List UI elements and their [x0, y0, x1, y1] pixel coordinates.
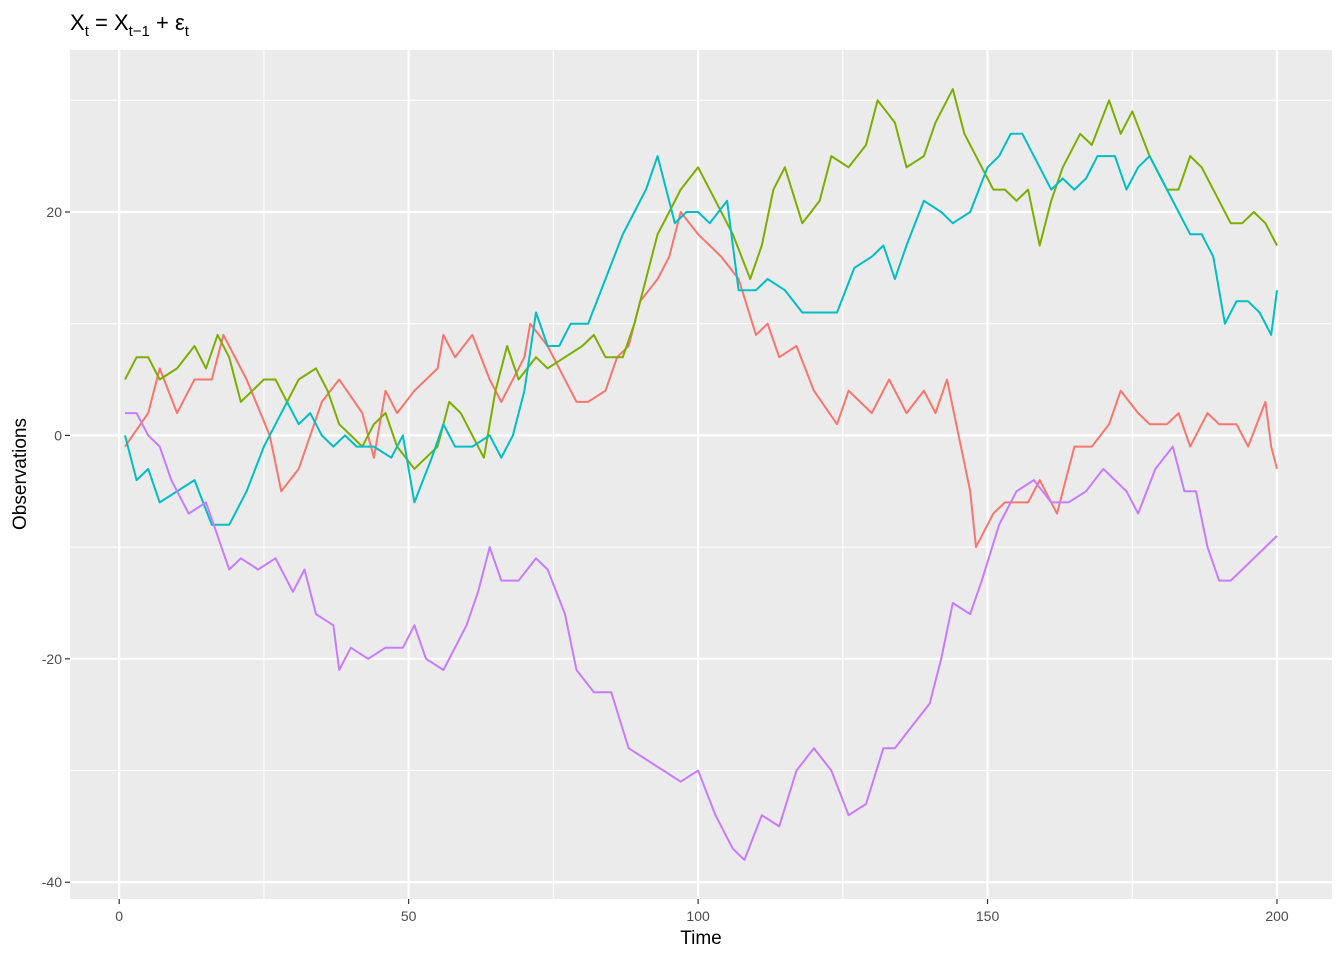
minor-gridlines — [70, 50, 1332, 899]
title-equals: = — [89, 10, 114, 35]
series-lines — [124, 88, 1278, 861]
y-axis-title: Observations — [10, 418, 31, 530]
y-tick-label: -40 — [42, 874, 62, 890]
series-line-4 — [125, 412, 1278, 861]
title-x: X — [70, 10, 85, 35]
title-sub-t: t — [85, 23, 90, 40]
series-line-2 — [124, 88, 1278, 470]
y-tick-label: -20 — [42, 651, 62, 667]
x-tick-label: 0 — [115, 908, 123, 924]
title-sub-t-minus-1: t−1 — [129, 23, 150, 40]
plot-panel — [70, 50, 1332, 899]
title-x-prev: X — [114, 10, 129, 35]
x-tick-label: 50 — [401, 908, 417, 924]
title-epsilon: ε — [175, 10, 185, 35]
title-plus: + — [150, 10, 175, 35]
y-tick-label: 0 — [54, 427, 62, 443]
series-line-3 — [124, 132, 1278, 526]
x-axis: 0 50 100 150 200 — [115, 899, 1289, 924]
y-axis: -40 -20 0 20 — [42, 204, 70, 890]
x-tick-label: 200 — [1265, 908, 1289, 924]
x-axis-title: Time — [680, 928, 722, 949]
x-tick-label: 100 — [686, 908, 710, 924]
series-line-1 — [124, 211, 1278, 549]
chart-title: Xt = Xt−1 + εt — [70, 10, 190, 40]
title-sub-t-eps: t — [185, 23, 190, 40]
y-tick-label: 20 — [46, 204, 62, 220]
x-tick-label: 150 — [976, 908, 1000, 924]
